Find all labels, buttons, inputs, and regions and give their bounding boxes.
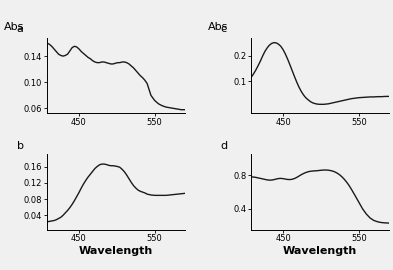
Text: d: d	[221, 141, 228, 151]
Text: Abs: Abs	[208, 22, 229, 32]
Text: a: a	[17, 24, 24, 34]
Text: b: b	[17, 141, 24, 151]
Text: Abs: Abs	[4, 22, 24, 32]
X-axis label: Wavelength: Wavelength	[79, 246, 153, 256]
X-axis label: Wavelength: Wavelength	[283, 246, 357, 256]
Text: c: c	[221, 24, 227, 34]
